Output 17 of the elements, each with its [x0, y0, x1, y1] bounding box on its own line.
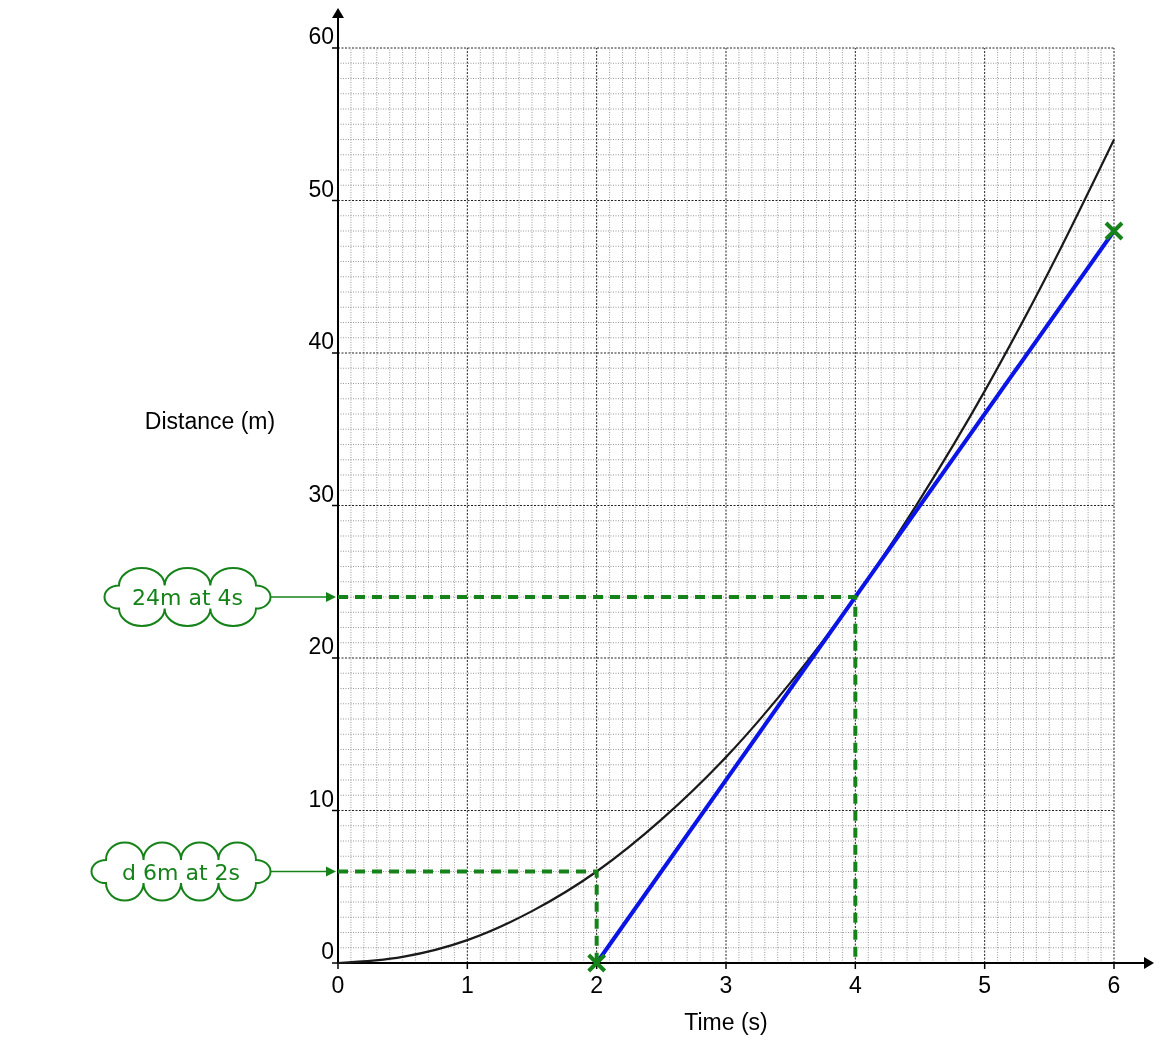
x-tick-label: 3 [719, 972, 733, 998]
y-tick-label: 0 [321, 938, 334, 964]
x-tick-label: 1 [460, 972, 474, 998]
text: d 6m at 2s [122, 859, 240, 885]
x-tick-label: 2 [590, 972, 604, 998]
y-tick-label: 60 [308, 23, 334, 49]
text: 24m at 4s [132, 585, 243, 610]
y-tick-label: 20 [308, 633, 334, 659]
x-tick-label: 5 [978, 972, 992, 998]
y-tick-label: 10 [308, 785, 334, 812]
y-tick-label: 30 [308, 480, 334, 507]
y-axis-title: Distance (m) [144, 408, 276, 435]
x-axis-title: Time (s) [684, 1009, 768, 1035]
y-tick-label: 50 [308, 175, 334, 202]
y-tick-label: 40 [308, 328, 334, 354]
x-tick-label: 6 [1107, 972, 1121, 998]
x-tick-label: 4 [848, 972, 862, 998]
